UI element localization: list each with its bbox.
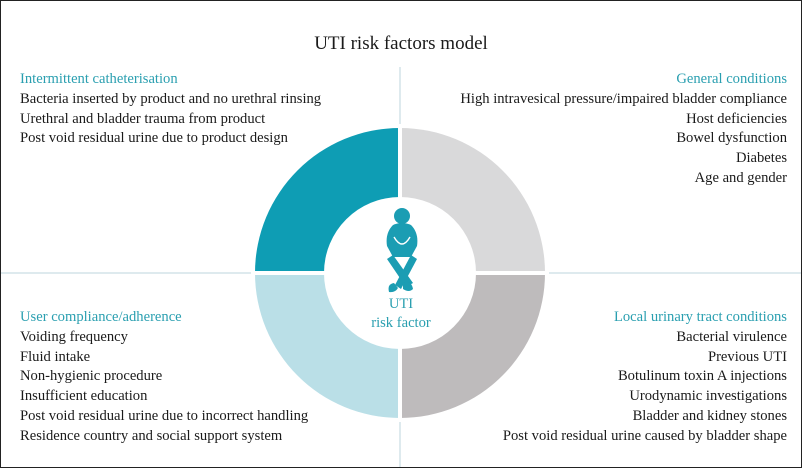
risk-factor-item: Bacteria inserted by product and no uret… — [20, 90, 322, 107]
risk-factor-item: Non-hygienic procedure — [20, 368, 163, 385]
risk-factor-item: High intravesical pressure/impaired blad… — [460, 90, 787, 107]
block-general-conditions: General conditions High intravesical pres… — [460, 70, 787, 189]
risk-factor-item: Age and gender — [694, 169, 787, 186]
block-intermittent-catheterisation: Intermittent catheterisation Bacteria ins… — [20, 70, 321, 149]
block-user-compliance: User compliance/adherence Voiding frequen… — [20, 308, 308, 447]
risk-factor-item: Fluid intake — [20, 348, 91, 365]
center-label-line1: UTI — [388, 296, 414, 312]
risk-factor-item: Bacterial virulence — [676, 328, 787, 345]
risk-factor-item: Insufficient education — [20, 388, 148, 405]
risk-factor-item: Post void residual urine due to product … — [20, 130, 288, 147]
risk-factor-item: Bowel dysfunction — [676, 130, 787, 147]
quadrant-heading: Local urinary tract conditions — [613, 309, 787, 325]
risk-factor-item: Voiding frequency — [20, 328, 128, 345]
risk-factor-item: Previous UTI — [707, 348, 787, 365]
diagram-title: UTI risk factors model — [314, 33, 488, 54]
risk-factor-item: Diabetes — [735, 150, 787, 167]
risk-factor-item: Botulinum toxin A injections — [617, 368, 787, 385]
risk-factor-item: Post void residual urine caused by bladd… — [502, 427, 787, 444]
quadrant-heading: User compliance/adherence — [20, 309, 182, 325]
quadrant-heading: Intermittent catheterisation — [20, 71, 178, 87]
risk-factor-item: Bladder and kidney stones — [632, 407, 787, 424]
center-label-line2: risk factor — [371, 315, 431, 331]
risk-factor-item: Host deficiencies — [686, 110, 787, 127]
block-local-conditions: Local urinary tract conditions Bacterial … — [503, 308, 787, 447]
quadrant-heading: General conditions — [676, 71, 787, 87]
person-holding-bladder-icon — [386, 208, 418, 293]
center-label: UTI risk factor — [341, 295, 461, 333]
risk-factor-item: Residence country and social support sys… — [20, 427, 283, 444]
risk-factor-item: Urodynamic investigations — [629, 388, 787, 405]
risk-factor-item: Urethral and bladder trauma from product — [20, 110, 266, 127]
risk-factor-item: Post void residual urine due to incorrec… — [20, 407, 309, 424]
